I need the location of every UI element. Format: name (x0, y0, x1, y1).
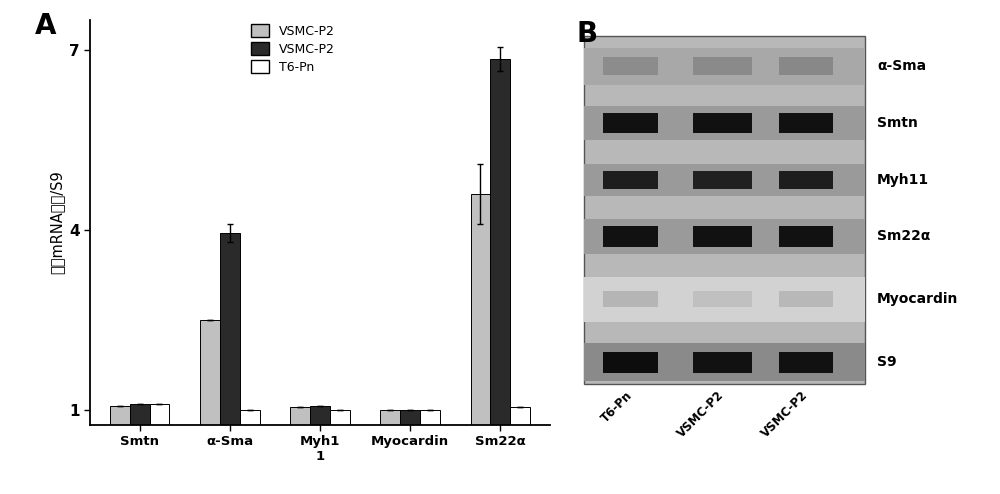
Bar (220, 233, 240, 470)
Legend: VSMC-P2, VSMC-P2, T6-Pn: VSMC-P2, VSMC-P2, T6-Pn (248, 22, 338, 77)
Bar (490, 59, 510, 470)
Bar (779, 170, 833, 189)
Bar (603, 113, 658, 133)
Bar (510, 407, 530, 470)
Bar (603, 291, 658, 307)
Bar (603, 226, 658, 247)
Bar (400, 410, 420, 470)
Bar (471, 194, 490, 470)
Bar (693, 352, 752, 372)
Bar (779, 352, 833, 372)
Text: Myh11: Myh11 (877, 173, 929, 187)
Bar (603, 57, 658, 76)
Bar (200, 320, 220, 470)
Text: A: A (35, 12, 56, 40)
Bar (110, 406, 130, 470)
Bar (779, 291, 833, 307)
Bar (779, 57, 833, 76)
Bar (603, 352, 658, 372)
Text: Smtn: Smtn (877, 116, 918, 130)
Bar (584, 164, 865, 196)
Bar (310, 406, 330, 470)
Text: VSMC-P2: VSMC-P2 (675, 388, 727, 440)
Bar (130, 404, 150, 470)
Bar (693, 170, 752, 189)
Text: T6-Pn: T6-Pn (598, 388, 635, 425)
Bar (584, 343, 865, 381)
Bar (584, 48, 865, 84)
Bar (693, 226, 752, 247)
Bar (290, 408, 310, 470)
Text: B: B (576, 20, 597, 48)
Bar (330, 410, 350, 470)
Text: α-Sma: α-Sma (877, 59, 926, 73)
Bar (380, 410, 400, 470)
Bar (779, 113, 833, 133)
Bar (584, 277, 865, 322)
Text: S9: S9 (877, 355, 897, 369)
Bar (584, 36, 865, 384)
Bar (240, 410, 260, 470)
Bar (420, 410, 440, 470)
Bar (693, 291, 752, 307)
Text: Sm22α: Sm22α (877, 230, 930, 244)
Bar (693, 57, 752, 76)
Bar (584, 106, 865, 140)
Bar (150, 404, 169, 470)
Bar (779, 226, 833, 247)
Y-axis label: 相对mRNA数量/S9: 相对mRNA数量/S9 (50, 170, 65, 274)
Text: VSMC-P2: VSMC-P2 (759, 388, 810, 440)
Bar (584, 219, 865, 254)
Text: Myocardin: Myocardin (877, 292, 958, 306)
Bar (693, 113, 752, 133)
Bar (603, 170, 658, 189)
